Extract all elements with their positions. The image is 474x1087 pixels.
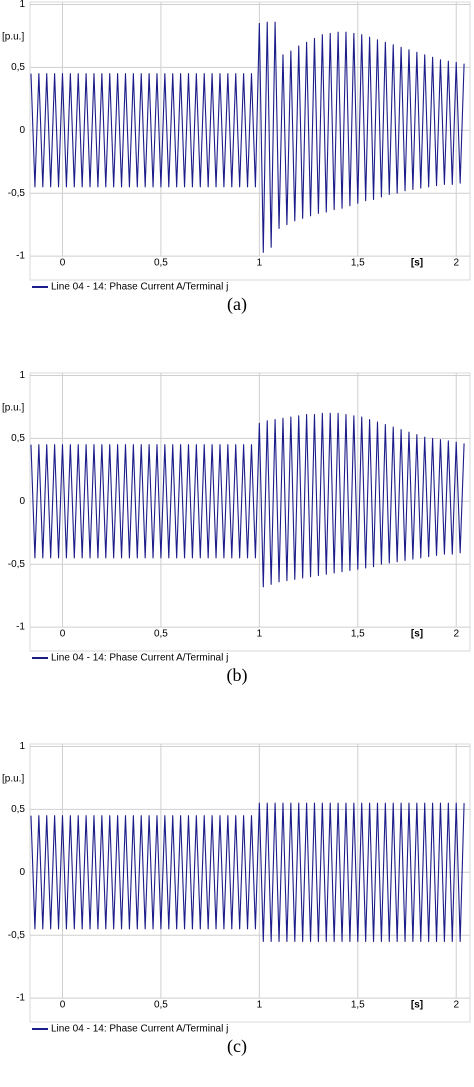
x-axis-label: [s] <box>411 629 423 640</box>
x-tick-label: 2 <box>453 1000 459 1011</box>
y-tick-label: -0,5 <box>8 930 26 941</box>
caption: (c) <box>227 1036 247 1057</box>
y-tick-label: 1 <box>19 370 25 381</box>
y-tick-label: 0,5 <box>11 62 25 73</box>
caption: (b) <box>227 665 248 686</box>
plot-area <box>29 743 471 1023</box>
x-axis-label: [s] <box>411 1000 423 1011</box>
signal-line <box>30 802 465 943</box>
x-tick-label: 2 <box>453 629 459 640</box>
plot-area <box>29 1 471 281</box>
y-tick-label: 1 <box>19 0 25 10</box>
plot-area <box>29 372 471 652</box>
signal-line <box>30 21 465 253</box>
x-axis-label: [s] <box>411 258 423 269</box>
x-tick-label: 0 <box>60 629 66 640</box>
y-tick-label: -1 <box>16 622 25 633</box>
y-tick-label: 0,5 <box>11 804 25 815</box>
x-tick-label: 1 <box>257 629 263 640</box>
x-tick-label: 0 <box>60 1000 66 1011</box>
x-tick-label: 2 <box>453 258 459 269</box>
y-tick-label: -0,5 <box>8 559 26 570</box>
y-tick-label: 0,5 <box>11 433 25 444</box>
y-axis-label: [p.u.] <box>2 403 24 414</box>
x-tick-label: 1,5 <box>351 258 365 269</box>
y-tick-label: -1 <box>16 251 25 262</box>
y-axis-label: [p.u.] <box>2 32 24 43</box>
y-tick-label: 0 <box>19 496 25 507</box>
legend-label: Line 04 - 14: Phase Current A/Terminal j <box>51 1024 228 1035</box>
x-tick-label: 0 <box>60 258 66 269</box>
y-axis-label: [p.u.] <box>2 774 24 785</box>
caption: (a) <box>227 294 247 315</box>
y-tick-label: 0 <box>19 867 25 878</box>
x-tick-label: 0,5 <box>154 1000 168 1011</box>
y-tick-label: -0,5 <box>8 188 26 199</box>
signal-line <box>30 412 465 588</box>
x-tick-label: 1,5 <box>351 629 365 640</box>
legend-label: Line 04 - 14: Phase Current A/Terminal j <box>51 653 228 664</box>
x-tick-label: 1 <box>257 1000 263 1011</box>
y-tick-label: 1 <box>19 741 25 752</box>
y-tick-label: 0 <box>19 125 25 136</box>
y-tick-label: -1 <box>16 993 25 1004</box>
legend-label: Line 04 - 14: Phase Current A/Terminal j <box>51 282 228 293</box>
x-tick-label: 0,5 <box>154 629 168 640</box>
x-tick-label: 0,5 <box>154 258 168 269</box>
x-tick-label: 1,5 <box>351 1000 365 1011</box>
x-tick-label: 1 <box>257 258 263 269</box>
